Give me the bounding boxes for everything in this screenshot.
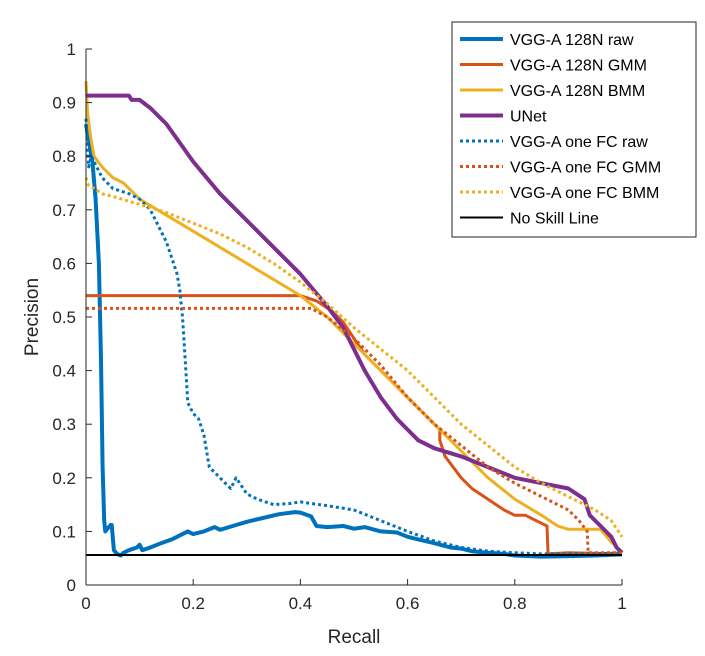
y-tick-label: 0.7 <box>52 201 76 220</box>
x-tick-label: 0 <box>81 594 90 613</box>
series-line-2 <box>86 294 623 556</box>
legend-label: UNet <box>510 109 547 126</box>
x-tick-label: 0.4 <box>289 594 313 613</box>
y-tick-label: 0.2 <box>52 469 76 488</box>
y-tick-label: 0.5 <box>52 308 76 327</box>
series-layer <box>84 81 624 559</box>
series-line-3 <box>84 81 624 553</box>
series-line-5 <box>84 118 623 556</box>
x-tick-label: 0.8 <box>503 594 527 613</box>
legend-label: VGG-A one FC BMM <box>510 185 659 202</box>
y-tick-label: 0 <box>67 576 76 595</box>
y-tick-label: 0.9 <box>52 94 76 113</box>
ticks-layer: 0 0.2 0.4 0.6 0.8 1 0 0.1 0.2 0.3 0.4 0.5 0.6 0.7 0.8 0… <box>52 40 626 613</box>
y-axis-label: Precision <box>22 278 43 356</box>
legend: VGG-A 128N raw VGG-A 128N GMM VGG-A 128N B… <box>451 21 697 238</box>
x-tick-label: 1 <box>617 594 626 613</box>
series-line-7 <box>84 177 624 538</box>
x-tick-label: 0.6 <box>396 594 420 613</box>
legend-label: VGG-A 128N GMM <box>510 58 647 75</box>
y-tick-label: 1 <box>67 40 76 59</box>
y-tick-label: 0.6 <box>52 254 76 273</box>
x-axis-label: Recall <box>328 627 381 648</box>
y-tick-label: 0.4 <box>52 362 76 381</box>
legend-box <box>451 21 697 238</box>
legend-label: No Skill Line <box>510 211 599 228</box>
series-line-4 <box>86 93 624 555</box>
y-tick-label: 0.8 <box>52 147 76 166</box>
legend-label: VGG-A 128N BMM <box>510 83 645 100</box>
legend-label: VGG-A one FC raw <box>510 134 648 151</box>
series-line-1 <box>84 123 623 559</box>
series-line-6 <box>86 306 622 555</box>
x-tick-label: 0.2 <box>181 594 205 613</box>
y-tick-label: 0.1 <box>52 522 76 541</box>
y-tick-label: 0.3 <box>52 415 76 434</box>
legend-label: VGG-A 128N raw <box>510 32 634 49</box>
legend-label: VGG-A one FC GMM <box>510 160 661 177</box>
